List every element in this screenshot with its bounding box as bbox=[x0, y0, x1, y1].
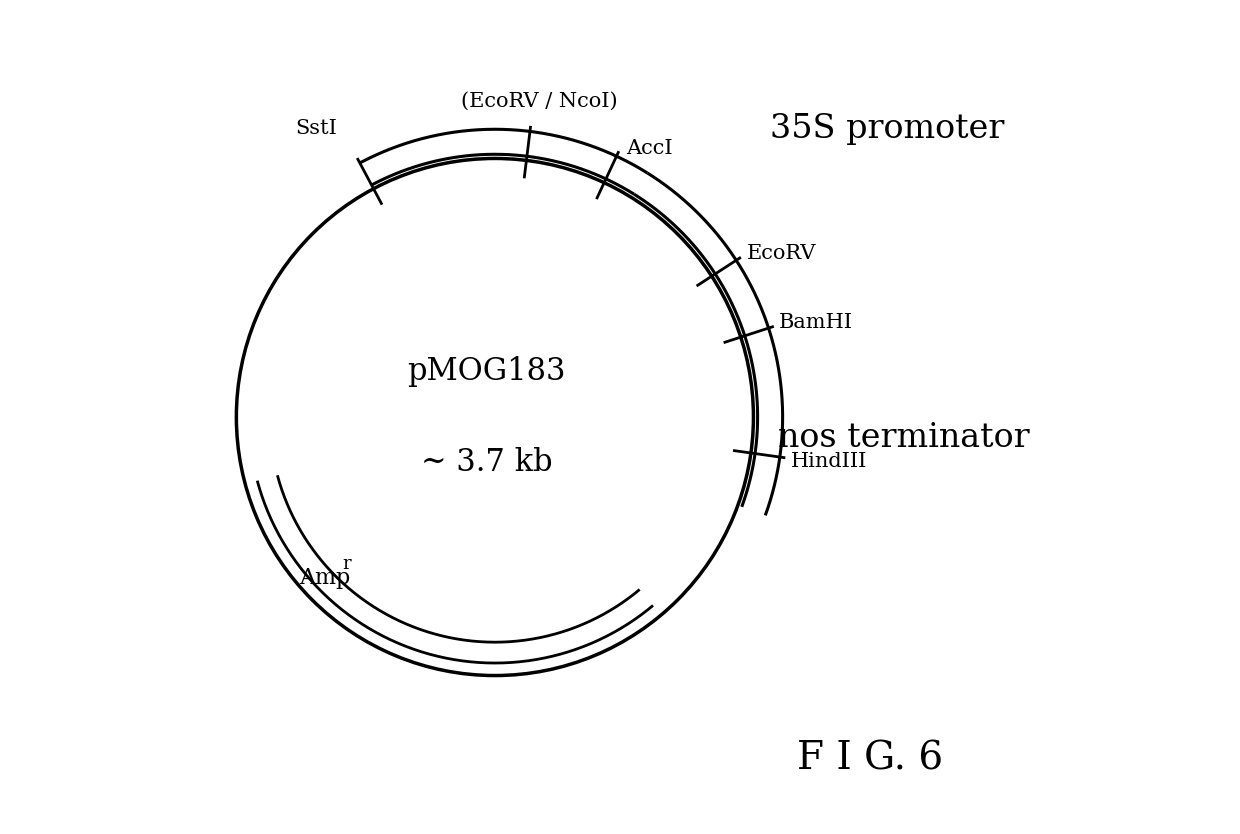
Text: F I G. 6: F I G. 6 bbox=[797, 741, 944, 777]
Text: ~ 3.7 kb: ~ 3.7 kb bbox=[420, 447, 552, 479]
Text: pMOG183: pMOG183 bbox=[407, 355, 565, 387]
Text: EcoRV: EcoRV bbox=[746, 244, 816, 264]
Text: Amp: Amp bbox=[299, 567, 350, 589]
Text: AccI: AccI bbox=[626, 138, 673, 158]
Text: (EcoRV / NcoI): (EcoRV / NcoI) bbox=[460, 92, 618, 111]
Text: r: r bbox=[342, 555, 351, 573]
Text: BamHI: BamHI bbox=[779, 313, 853, 332]
Text: SstI: SstI bbox=[295, 119, 337, 138]
Text: nos terminator: nos terminator bbox=[779, 422, 1030, 454]
Text: 35S promoter: 35S promoter bbox=[770, 113, 1004, 145]
Text: HindIII: HindIII bbox=[791, 452, 867, 471]
